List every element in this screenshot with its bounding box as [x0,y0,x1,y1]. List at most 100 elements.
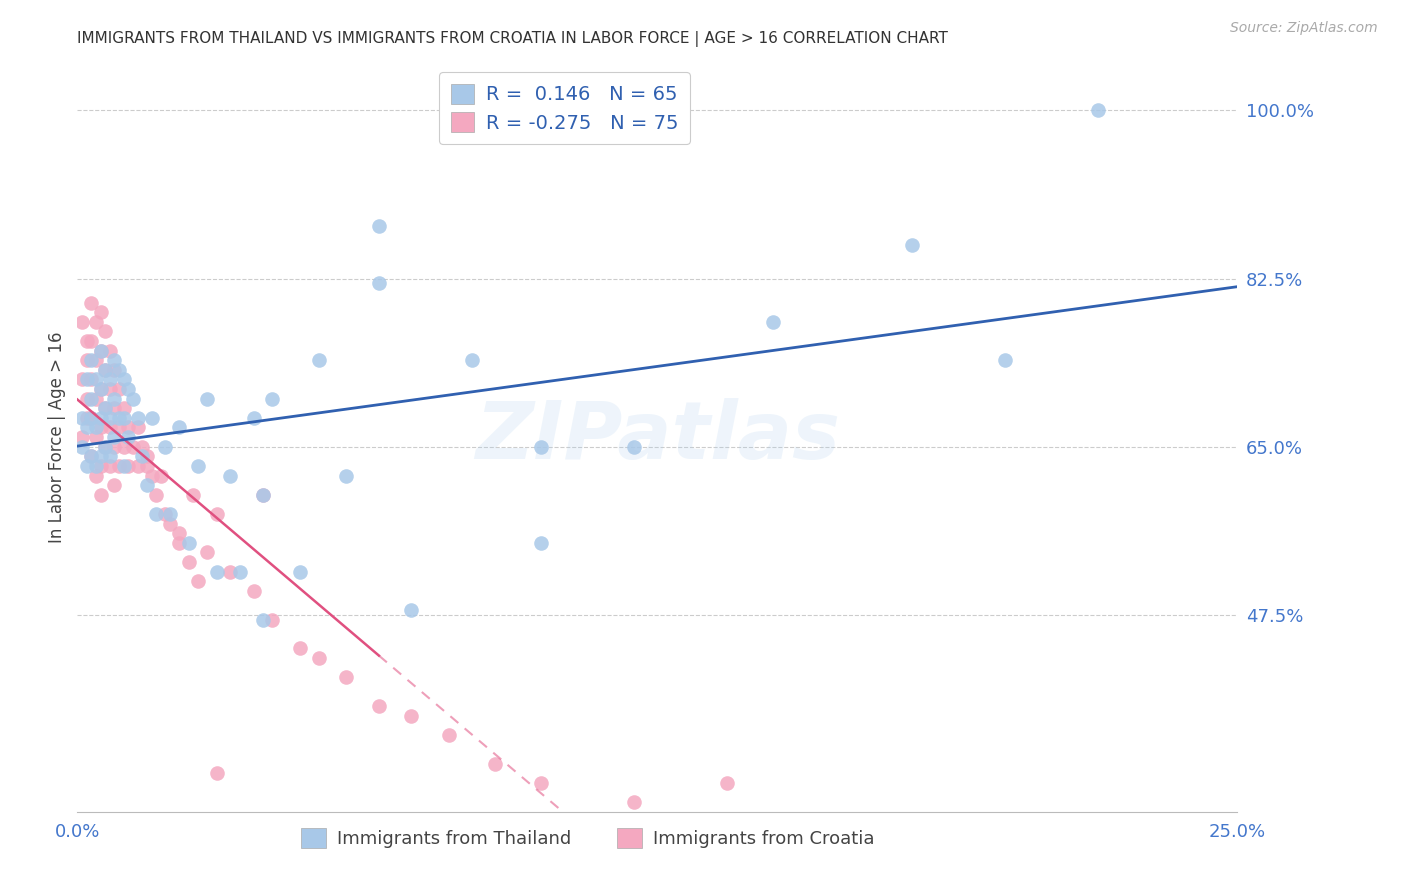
Point [90,488,111,502]
Point [368,219,391,233]
Point [103,363,125,377]
Point [117,430,139,444]
Point [135,458,157,473]
Point [112,372,135,386]
Point [94,401,117,416]
Point [994,353,1017,368]
Point [205,766,228,780]
Point [70,430,93,444]
Point [169,526,191,541]
Point [112,410,135,425]
Point [335,468,357,483]
Point [112,401,135,416]
Point [108,458,131,473]
Point [401,708,423,723]
Point [94,440,117,454]
Point [159,516,181,531]
Point [145,507,167,521]
Point [177,535,200,549]
Point [90,343,111,358]
Point [169,535,191,549]
Point [94,363,117,377]
Point [437,728,460,742]
Point [262,392,284,406]
Point [484,756,506,771]
Point [149,468,172,483]
Point [90,343,111,358]
Point [76,372,98,386]
Point [127,458,149,473]
Point [103,440,125,454]
Point [84,420,107,434]
Point [145,488,167,502]
Point [242,583,264,598]
Point [84,353,107,368]
Point [288,565,311,579]
Point [141,468,163,483]
Point [187,458,209,473]
Point [169,420,191,434]
Point [368,277,391,291]
Point [716,776,738,790]
Point [84,315,107,329]
Point [108,420,131,434]
Point [623,440,645,454]
Point [108,410,131,425]
Point [262,613,284,627]
Point [530,440,553,454]
Point [122,440,145,454]
Point [177,555,200,569]
Point [103,401,125,416]
Point [70,315,93,329]
Point [135,478,157,492]
Point [70,440,93,454]
Point [117,420,139,434]
Legend: Immigrants from Thailand, Immigrants from Croatia: Immigrants from Thailand, Immigrants fro… [294,821,882,855]
Point [159,507,181,521]
Point [103,430,125,444]
Point [80,334,103,348]
Point [205,565,228,579]
Point [98,450,121,464]
Point [76,353,98,368]
Point [84,372,107,386]
Point [1087,103,1109,118]
Point [90,382,111,396]
Point [530,535,553,549]
Point [155,507,177,521]
Point [368,699,391,714]
Point [90,382,111,396]
Point [183,488,205,502]
Point [308,353,330,368]
Point [108,382,131,396]
Point [195,392,218,406]
Y-axis label: In Labor Force | Age > 16: In Labor Force | Age > 16 [48,331,66,543]
Text: Source: ZipAtlas.com: Source: ZipAtlas.com [1230,21,1378,35]
Point [901,238,924,252]
Point [117,458,139,473]
Point [762,315,785,329]
Point [80,450,103,464]
Point [308,651,330,665]
Point [127,420,149,434]
Point [252,488,274,502]
Point [80,295,103,310]
Point [98,420,121,434]
Point [84,458,107,473]
Point [76,410,98,425]
Point [76,458,98,473]
Point [90,450,111,464]
Point [98,410,121,425]
Point [288,641,311,656]
Point [80,392,103,406]
Point [80,410,103,425]
Point [90,420,111,434]
Point [108,363,131,377]
Point [90,458,111,473]
Point [195,545,218,559]
Point [127,410,149,425]
Point [80,450,103,464]
Point [228,565,252,579]
Point [98,382,121,396]
Point [94,401,117,416]
